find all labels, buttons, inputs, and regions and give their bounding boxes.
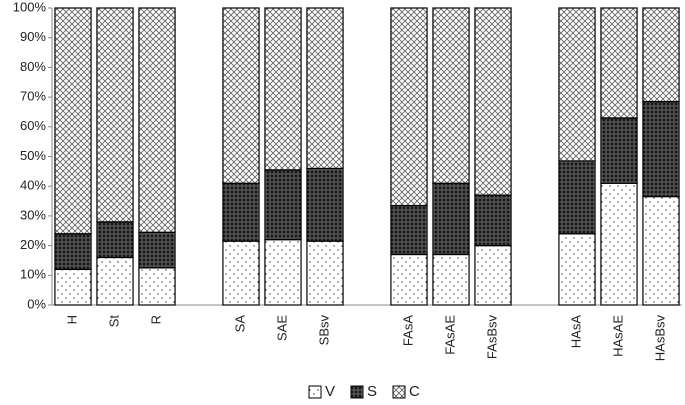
x-tick-label: FAsA	[400, 315, 415, 346]
y-tick-label: 70%	[20, 89, 46, 104]
bar-segment	[474, 245, 512, 306]
x-tick-label: H	[64, 315, 79, 324]
legend-swatch	[308, 385, 322, 399]
bar-segment	[264, 169, 302, 241]
x-tick-label: SBsv	[316, 315, 331, 346]
legend-label: C	[409, 383, 420, 400]
bar-segment	[474, 7, 512, 196]
bar-segment	[390, 7, 428, 207]
bar-segment	[558, 233, 596, 306]
bar-segment	[138, 231, 176, 269]
bar-segment	[474, 194, 512, 247]
bar-segment	[96, 256, 134, 306]
bar-segment	[138, 267, 176, 306]
y-tick-label: 90%	[20, 29, 46, 44]
y-tick-label: 100%	[13, 0, 47, 14]
bar-segment	[432, 182, 470, 256]
bar-segment	[222, 240, 260, 306]
bar-segment	[600, 117, 638, 184]
bar-segment	[432, 253, 470, 306]
x-tick-label: HAsBsv	[652, 315, 667, 362]
bar-segment	[222, 7, 260, 184]
bar-segment	[642, 7, 680, 103]
y-tick-label: 50%	[20, 148, 46, 163]
bar-segment	[558, 7, 596, 162]
x-tick-label: FAsAE	[442, 315, 457, 355]
bar-segment	[432, 7, 470, 184]
bar-segment	[54, 233, 92, 270]
x-tick-label: FAsBsv	[484, 315, 499, 360]
legend-swatch	[392, 385, 406, 399]
bar-segment	[642, 100, 680, 198]
bar-segment	[558, 160, 596, 235]
y-tick-label: 0%	[27, 296, 46, 311]
y-tick-label: 20%	[20, 237, 46, 252]
x-tick-label: HAsAE	[610, 315, 625, 357]
bar-segment	[96, 221, 134, 259]
bar-segment	[264, 239, 302, 306]
y-tick-label: 80%	[20, 59, 46, 74]
y-tick-label: 40%	[20, 178, 46, 193]
bar-segment	[390, 204, 428, 256]
x-tick-label: R	[148, 315, 163, 324]
x-tick-label: St	[106, 315, 121, 328]
x-tick-label: SA	[232, 315, 247, 333]
bar-segment	[600, 182, 638, 306]
legend-label: S	[367, 383, 377, 400]
bar-segment	[54, 7, 92, 235]
bar-segment	[306, 167, 344, 242]
legend-swatch	[350, 385, 364, 399]
x-tick-label: HAsA	[568, 315, 583, 349]
y-tick-label: 60%	[20, 118, 46, 133]
bar-segment	[54, 268, 92, 306]
y-tick-label: 30%	[20, 207, 46, 222]
y-tick-label: 10%	[20, 267, 46, 282]
legend-label: V	[325, 383, 335, 400]
x-tick-label: SAE	[274, 315, 289, 341]
bar-segment	[642, 195, 680, 306]
bar-segment	[138, 7, 176, 233]
bar-segment	[306, 7, 344, 169]
bar-segment	[96, 7, 134, 223]
bar-segment	[264, 7, 302, 171]
bar-segment	[222, 182, 260, 242]
bar-segment	[390, 253, 428, 306]
bar-segment	[306, 240, 344, 306]
bar-segment	[600, 7, 638, 119]
